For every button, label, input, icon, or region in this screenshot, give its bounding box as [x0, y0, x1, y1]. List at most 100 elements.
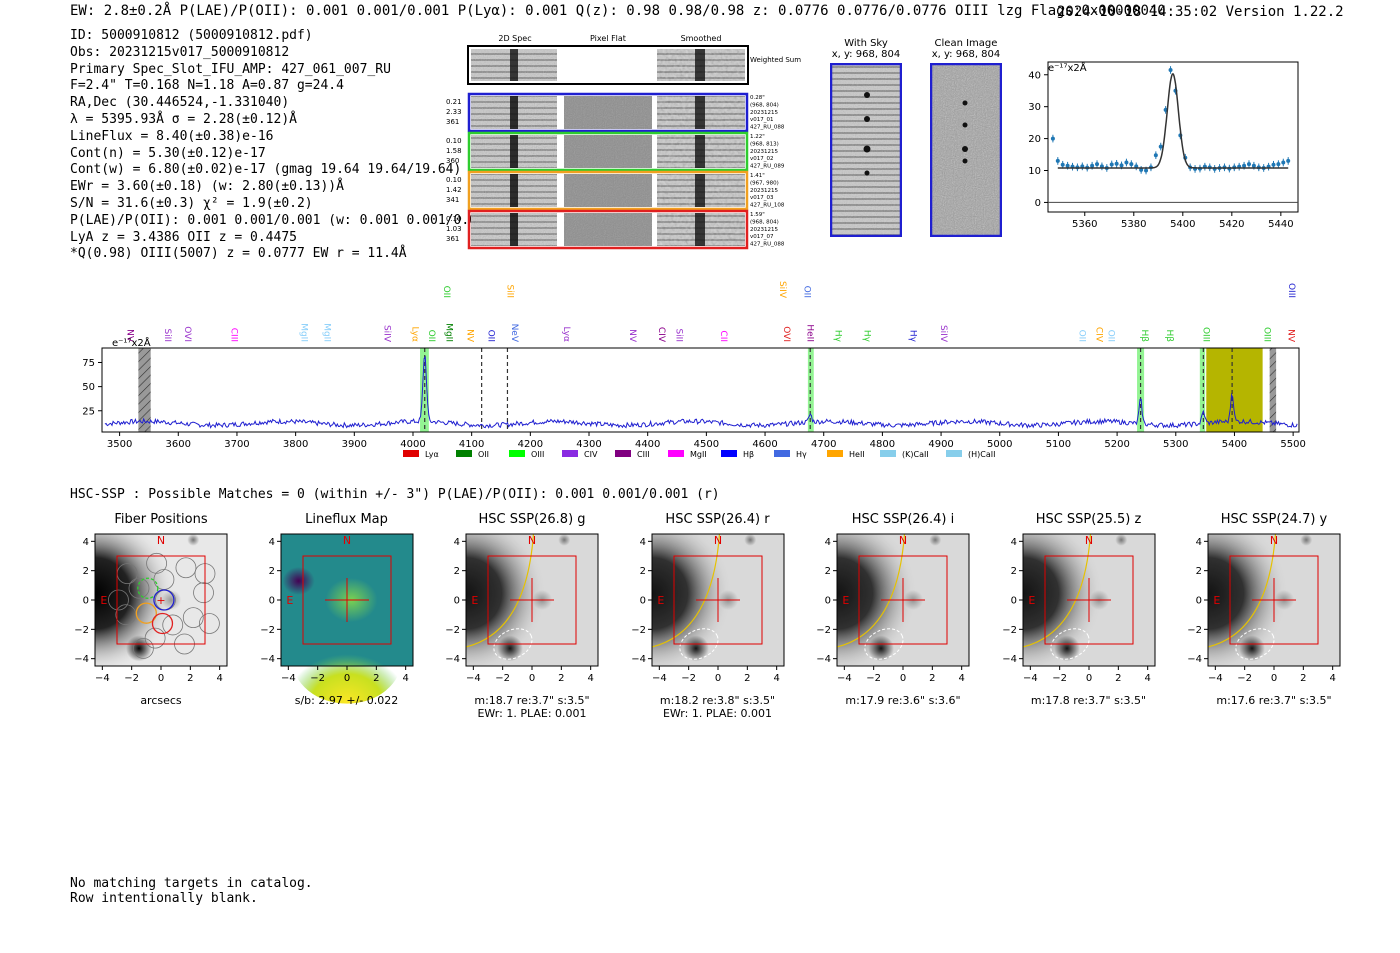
row-stat: 2.33: [446, 108, 462, 116]
search-box: [487, 555, 577, 645]
panel-caption: s/b: 2.97 +/- 0.022: [294, 694, 399, 707]
panel-ytick: −2: [816, 625, 831, 636]
panel-caption: m:17.9 re:3.6" s:3.6": [845, 694, 961, 707]
line-id-label: Hγ: [833, 330, 843, 343]
fit-data-point: [1212, 165, 1217, 173]
line-id-label: OVI: [182, 326, 192, 342]
line-fit-chart: e⁻¹⁷x2Å 5360 5380 5400 5420 5440 0 10 20 30 40: [1028, 61, 1299, 230]
svg-text:NV: NV: [1286, 329, 1296, 343]
north-label: N: [1084, 534, 1092, 547]
svg-text:Hβ: Hβ: [743, 450, 754, 459]
legend-entry: HeII: [827, 450, 865, 459]
line-id-label: OII: [486, 330, 496, 342]
spec-ytick-label: 50: [82, 382, 95, 393]
panel-ytick: 4: [454, 537, 460, 548]
footer-line: Row intentionally blank.: [70, 891, 258, 906]
panel-xtick: −4: [651, 673, 666, 684]
svg-text:CII: CII: [718, 330, 728, 342]
east-label: E: [842, 594, 849, 607]
panel-xtick: −2: [681, 673, 696, 684]
spec-xtick-label: 5300: [1163, 439, 1188, 450]
svg-text:Hγ: Hγ: [861, 330, 871, 343]
panel-xtick: 2: [187, 673, 193, 684]
svg-text:OIII: OIII: [1261, 327, 1271, 342]
line-id-label: MgII: [443, 323, 453, 342]
search-box: [1044, 555, 1133, 645]
north-label: N: [899, 534, 907, 547]
east-label: E: [100, 594, 107, 607]
fit-data-point: [1109, 160, 1114, 169]
panel-image: + N E −4 −2 0 2 4 4 2 0 −2 −4: [74, 533, 228, 684]
with-sky-coords: x, y: 968, 804: [831, 49, 901, 60]
panel-ytick: −4: [260, 654, 275, 665]
panel-caption: EWr: 1. PLAE: 0.001: [477, 707, 587, 720]
panel-title: HSC SSP(26.4) i: [851, 512, 955, 527]
spec-xtick-label: 4900: [928, 439, 953, 450]
row-stat: 1.03: [446, 225, 462, 233]
row-meta: 427_RU_088: [750, 242, 785, 248]
panel-image: N E −4 −2 0 2 4 4 2 0 −2 −4: [631, 533, 784, 684]
fit-data-point: [1246, 160, 1251, 168]
svg-text:OIII: OIII: [531, 450, 544, 459]
spectrum-chart: NV SiII OVI CIII MgII MgII SiIV Lyα OII MgII NV OII…: [82, 281, 1306, 459]
svg-text:+: +: [156, 594, 165, 607]
panel-xtick: −2: [1052, 673, 1067, 684]
svg-text:Hβ: Hβ: [1164, 329, 1174, 342]
fit-ytick-label: 10: [1028, 166, 1041, 177]
spec-xtick-label: 4800: [870, 439, 895, 450]
fit-xtick-label: 5380: [1121, 219, 1146, 230]
info-line: *Q(0.98) OIII(5007) z = 0.0777 EW r = 11…: [70, 246, 407, 262]
fit-xtick-label: 5420: [1219, 219, 1244, 230]
svg-text:CIV: CIV: [1094, 327, 1104, 343]
panel-ytick: 4: [83, 537, 89, 548]
line-id-label: OIII: [1286, 283, 1296, 298]
panel-ytick: 2: [454, 566, 460, 577]
search-box: [116, 555, 206, 645]
fit-ytick-label: 0: [1035, 198, 1041, 209]
spec-xtick-label: 5500: [1280, 439, 1305, 450]
north-label: N: [1270, 534, 1278, 547]
svg-text:CIII: CIII: [229, 328, 239, 342]
fit-data-point: [1276, 160, 1281, 168]
row-meta: (967, 980): [750, 180, 779, 186]
row-meta: 427_RU_089: [750, 164, 785, 170]
svg-text:(K)CaII: (K)CaII: [902, 450, 929, 459]
col-header-smoothed: Smoothed: [681, 34, 722, 43]
info-line: Cont(w) = 6.80(±0.02)e-17 (gmag 19.64 19…: [70, 162, 462, 178]
east-label: E: [286, 594, 293, 607]
row-meta: 427_RU_108: [750, 203, 785, 209]
fit-ytick-label: 40: [1028, 70, 1041, 81]
panel-title: HSC SSP(26.8) g: [478, 512, 586, 527]
fit-data-point: [1055, 157, 1060, 165]
spec-xtick-label: 3500: [107, 439, 132, 450]
fit-data-point: [1237, 162, 1242, 171]
row-stat: 0.21: [446, 98, 462, 106]
panel-xtick: 4: [402, 673, 408, 684]
svg-text:HeII: HeII: [849, 450, 865, 459]
panel-xtick: 0: [158, 673, 164, 684]
legend-entry: OIII: [509, 450, 544, 459]
svg-text:Hβ: Hβ: [1139, 329, 1149, 342]
fit-data-point: [1139, 166, 1144, 174]
fit-data-point: [1070, 162, 1075, 171]
row-stat: 1.58: [446, 147, 462, 155]
panel-image: N E −4 −2 0 2 4 4 2 0 −2 −4: [445, 533, 599, 684]
panel-ytick: 0: [1010, 596, 1016, 607]
panel-image: N E −4 −2 0 2 4 4 2 0 −2 −4: [260, 533, 413, 704]
detection-info: ID: 5000910812 (5000910812.pdf) Obs: 202…: [70, 28, 500, 263]
panel-xtick: −2: [866, 673, 881, 684]
north-label: N: [342, 534, 350, 547]
svg-text:OII: OII: [1077, 330, 1087, 342]
svg-text:OII: OII: [1105, 330, 1115, 342]
svg-text:Lyα: Lyα: [409, 327, 419, 343]
row-meta: (968, 813): [750, 141, 779, 147]
spec-xtick-label: 3700: [224, 439, 249, 450]
row-meta: 1.41": [750, 173, 765, 179]
footer-note: No matching targets in catalog. Row inte…: [70, 876, 313, 906]
line-id-label: Lyα: [561, 327, 571, 343]
legend-entry: Hβ: [721, 450, 754, 459]
line-id-label: Hγ: [861, 330, 871, 343]
spec-xtick-label: 5400: [1222, 439, 1247, 450]
svg-text:SiIV: SiIV: [938, 325, 948, 343]
search-box: [1229, 555, 1319, 645]
